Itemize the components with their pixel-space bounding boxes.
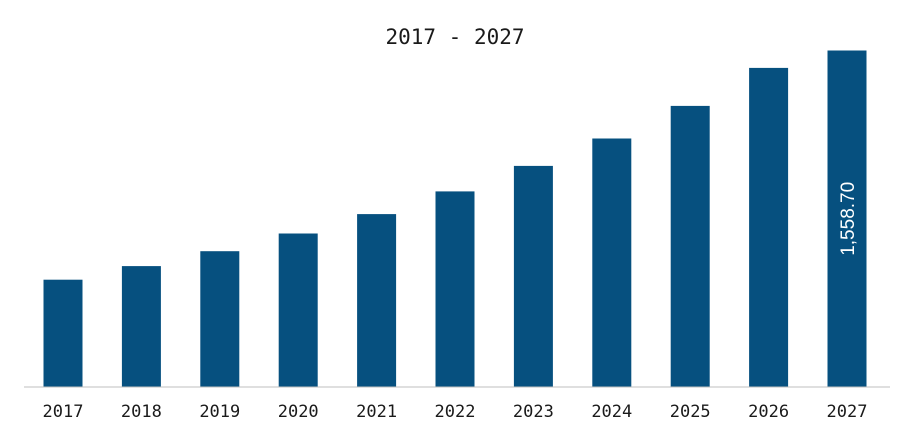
bar-2022 bbox=[435, 191, 475, 387]
chart-title: 2017 - 2027 bbox=[385, 25, 524, 49]
bar-2026 bbox=[749, 67, 789, 388]
x-tick-label-2023: 2023 bbox=[513, 402, 554, 422]
x-tick-label-2017: 2017 bbox=[43, 402, 84, 422]
x-tick-label-2026: 2026 bbox=[748, 402, 789, 422]
x-tick-label-2019: 2019 bbox=[199, 402, 240, 422]
x-tick-label-2021: 2021 bbox=[356, 402, 397, 422]
bar-2024 bbox=[592, 138, 632, 387]
x-tick-label-2025: 2025 bbox=[670, 402, 711, 422]
bar-2020 bbox=[278, 233, 318, 387]
data-labels: 1,558.70 bbox=[838, 182, 859, 256]
bar-2025 bbox=[670, 105, 710, 388]
x-tick-label-2024: 2024 bbox=[591, 402, 632, 422]
data-label-2027: 1,558.70 bbox=[838, 182, 859, 256]
x-tick-label-2020: 2020 bbox=[278, 402, 319, 422]
bar-2017 bbox=[43, 279, 83, 387]
bar-2023 bbox=[513, 165, 553, 387]
x-tick-label-2022: 2022 bbox=[435, 402, 476, 422]
bars-group bbox=[43, 50, 867, 388]
bar-2027 bbox=[827, 50, 867, 387]
bar-2018 bbox=[121, 266, 161, 387]
bar-2021 bbox=[357, 214, 397, 387]
x-tick-label-2027: 2027 bbox=[827, 402, 868, 422]
x-tick-label-2018: 2018 bbox=[121, 402, 162, 422]
x-tick-labels: 2017 2018 2019 2020 2021 2022 2023 2024 2025 2026… bbox=[43, 402, 868, 422]
bar-2019 bbox=[200, 251, 240, 387]
